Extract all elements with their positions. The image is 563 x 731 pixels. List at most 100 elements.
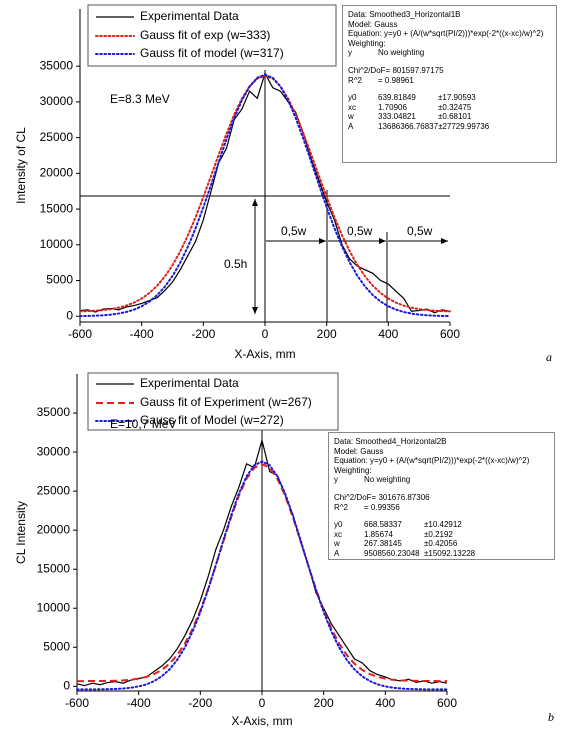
x-tick-label: 0 (262, 327, 269, 341)
fit-group: Data: Smoothed4_Horizontal2B Model: Gauss… (334, 437, 549, 485)
fit-cell: No weighting (364, 475, 411, 485)
fit-row: xc 1.70906 ±0.32475 (348, 103, 551, 113)
fit-cell: 13686366.76837 (378, 121, 439, 131)
series-line (79, 73, 451, 318)
fit-cell: Data: Smoothed4_Horizontal2B (334, 437, 447, 446)
annotation: E=10,7 MeV (110, 417, 176, 431)
fit-group: Chi^2/DoF= 801597.97175 R^2 = 0.98961 (348, 66, 551, 85)
y-tick-label: 5000 (43, 639, 70, 653)
fit-cell: = 0.99356 (364, 502, 400, 512)
x-tick-label: 0 (259, 696, 266, 710)
fit-cell: Model: Gauss (348, 19, 398, 29)
fit-cell: y (348, 48, 352, 58)
fit-row: w 333.04821 ±0.68101 (348, 112, 551, 122)
fit-group: y0 668.58337 ±10.42912 xc 1.85674 ±0.2192 w 267… (334, 520, 549, 558)
fit-cell: ±0.42056 (424, 539, 458, 549)
fit-cell: = 0.98961 (378, 75, 414, 85)
y-axis-label: CL Intensity (14, 501, 28, 564)
x-tick-label: -200 (191, 327, 215, 341)
fit-cell: w (348, 112, 354, 122)
fit-row: R^2 = 0.99356 (334, 503, 549, 513)
fit-cell: R^2 (334, 502, 348, 512)
fit-results: Data: Smoothed4_Horizontal2B Model: Gauss… (328, 432, 555, 560)
legend-label: Gauss fit of model (w=317) (140, 46, 284, 60)
fit-cell: Equation: y=y0 + (A/(w*sqrt(PI/2)))*exp(… (348, 29, 544, 39)
fit-row: R^2 = 0.98961 (348, 76, 551, 86)
fit-cell: y0 (348, 93, 357, 103)
y-tick-label: 0 (66, 308, 73, 322)
fit-cell: A (334, 548, 340, 558)
fit-group: y0 639.81849 ±17.90593 xc 1.70906 ±0.32475 w 33… (348, 93, 551, 131)
y-tick-label: 30000 (37, 444, 71, 458)
x-tick-label: 600 (437, 696, 457, 710)
x-axis-label: X-Axis, mm (234, 347, 295, 361)
y-tick-label: 5000 (46, 273, 73, 287)
fit-row: Weighting: (334, 466, 549, 476)
x-tick-label: 200 (314, 696, 334, 710)
fit-cell: 1.85674 (364, 529, 393, 539)
legend-label: Experimental Data (140, 9, 239, 23)
fit-row: A 9508560.23048 ±15092.13228 (334, 549, 549, 559)
x-tick-label: -400 (130, 327, 154, 341)
x-tick-label: -600 (68, 327, 92, 341)
fit-cell: y (334, 475, 338, 485)
annotation: 0,5w (347, 224, 373, 238)
fit-row: Data: Smoothed3_Horizontal1B (348, 10, 551, 20)
series-line (79, 74, 451, 313)
series-line (79, 71, 451, 314)
fit-cell: Weighting: (334, 465, 372, 475)
fit-row: y0 639.81849 ±17.90593 (348, 93, 551, 103)
annotation: 0.5h (224, 257, 247, 271)
fit-cell: ±0.2192 (424, 529, 453, 539)
fit-row: Chi^2/DoF= 801597.97175 (348, 66, 551, 76)
fit-cell: Weighting: (348, 38, 386, 48)
x-tick-label: -400 (127, 696, 151, 710)
y-axis-label: Intensity of CL (14, 127, 28, 204)
annotation: 0,5w (407, 224, 433, 238)
fit-row: y No weighting (348, 48, 551, 58)
fit-cell: R^2 (348, 75, 362, 85)
x-tick-label: -600 (65, 696, 89, 710)
fit-row: Chi^2/DoF= 301676.87306 (334, 493, 549, 503)
fit-cell: ±27729.99736 (438, 121, 490, 131)
fit-cell: Chi^2/DoF (348, 65, 386, 75)
fit-cell: = 801597.97175 (385, 65, 444, 75)
fit-cell: ±0.32475 (438, 102, 472, 112)
fit-cell: ±10.42912 (424, 520, 462, 530)
fit-group: Chi^2/DoF= 301676.87306 R^2 = 0.99356 (334, 493, 549, 512)
y-tick-label: 15000 (40, 201, 74, 215)
series-line (76, 460, 448, 691)
fit-cell: w (334, 539, 340, 549)
fit-cell: xc (334, 529, 342, 539)
fit-cell: 9508560.23048 (364, 548, 420, 558)
fit-results: Data: Smoothed3_Horizontal1B Model: Gauss… (342, 5, 557, 163)
fit-cell: No weighting (378, 48, 425, 58)
fit-row: y No weighting (334, 475, 549, 485)
fit-cell: A (348, 121, 354, 131)
y-tick-label: 25000 (37, 483, 71, 497)
fit-cell: Equation: y=y0 + (A/(w*sqrt(PI/2)))*exp(… (334, 456, 530, 466)
y-tick-label: 15000 (37, 561, 71, 575)
x-tick-label: -200 (188, 696, 212, 710)
fit-row: Data: Smoothed4_Horizontal2B (334, 437, 549, 447)
fit-row: xc 1.85674 ±0.2192 (334, 530, 549, 540)
y-tick-label: 35000 (37, 405, 71, 419)
y-tick-label: 0 (63, 678, 70, 692)
legend-label: Gauss fit of Experiment (w=267) (140, 395, 312, 409)
fit-cell: Model: Gauss (334, 446, 384, 456)
annotation: E=8.3 MeV (110, 92, 170, 106)
y-tick-label: 35000 (40, 58, 74, 72)
fit-row: Model: Gauss (334, 447, 549, 457)
fit-row: Equation: y=y0 + (A/(w*sqrt(PI/2)))*exp(… (348, 29, 551, 39)
fit-cell: = 301676.87306 (371, 492, 430, 502)
fit-cell: ±17.90593 (438, 93, 476, 103)
annotation: 0,5w (281, 224, 307, 238)
y-tick-label: 25000 (40, 130, 74, 144)
plot: 0 5000 10000 15000 20000 25000 30000 35000 -600 -… (14, 9, 460, 361)
y-tick-label: 20000 (40, 166, 74, 180)
construction-lines (80, 70, 450, 691)
fit-cell: ±15092.13228 (424, 548, 476, 558)
plot: 0 5000 10000 15000 20000 25000 30000 35000 -600 -… (14, 374, 457, 728)
fit-group: Data: Smoothed3_Horizontal1B Model: Gauss… (348, 10, 551, 58)
